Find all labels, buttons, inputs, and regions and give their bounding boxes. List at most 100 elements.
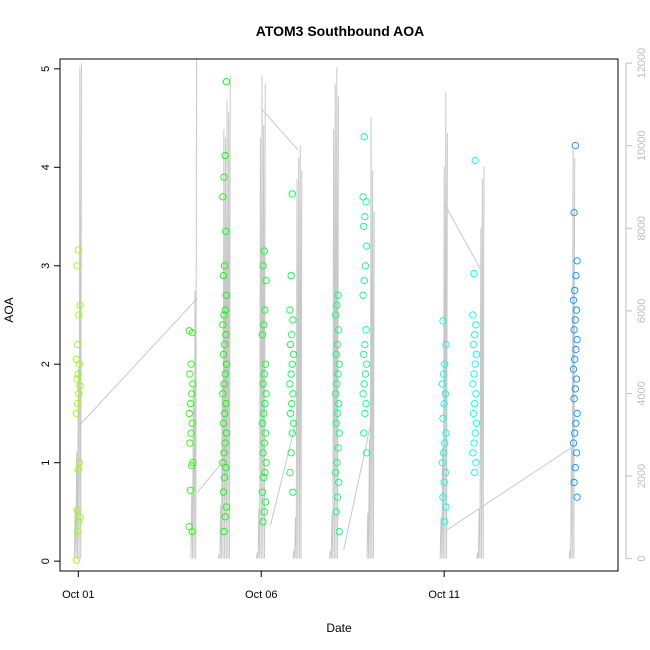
- data-point: [571, 355, 579, 363]
- data-point: [288, 190, 296, 198]
- data-point: [73, 375, 81, 383]
- data-point: [570, 208, 578, 217]
- data-point: [72, 355, 81, 363]
- data-point: [361, 370, 370, 378]
- data-point: [260, 321, 268, 329]
- data-point: [222, 291, 231, 299]
- y2-tick-label: 8000: [636, 216, 648, 240]
- data-point: [286, 306, 294, 314]
- data-point: [221, 409, 229, 418]
- data-point: [363, 449, 371, 457]
- data-point: [332, 390, 340, 398]
- data-point: [221, 513, 229, 521]
- data-point: [332, 311, 340, 319]
- data-point: [361, 340, 369, 349]
- y2-line-connector-6: [446, 446, 573, 531]
- data-point: [470, 269, 478, 278]
- data-point: [259, 449, 267, 457]
- data-point: [441, 439, 449, 447]
- data-point: [188, 419, 196, 427]
- data-point: [335, 399, 343, 408]
- data-point: [75, 390, 83, 398]
- data-point: [360, 380, 368, 388]
- data-point: [471, 156, 479, 165]
- data-point: [259, 518, 267, 526]
- data-point: [438, 380, 447, 388]
- data-point: [439, 414, 447, 423]
- data-point: [286, 409, 295, 418]
- data-point: [438, 459, 447, 467]
- data-point: [289, 350, 298, 359]
- data-point: [261, 399, 269, 408]
- data-point: [572, 449, 581, 457]
- data-point: [188, 390, 196, 398]
- data-point: [359, 193, 367, 201]
- data-point: [76, 301, 84, 309]
- data-point: [360, 429, 368, 437]
- data-point: [333, 493, 342, 501]
- x-tick-label: Oct 11: [428, 589, 460, 601]
- data-point: [571, 316, 579, 324]
- data-point: [360, 276, 368, 285]
- data-point: [470, 370, 478, 378]
- data-point: [441, 518, 449, 526]
- data-point: [222, 331, 230, 339]
- data-point: [222, 77, 231, 86]
- data-point: [288, 399, 296, 408]
- data-point: [570, 395, 578, 403]
- data-point: [570, 326, 578, 334]
- data-point: [260, 473, 268, 482]
- data-point: [289, 390, 297, 398]
- data-point: [222, 399, 230, 408]
- data-point: [185, 409, 193, 418]
- data-point: [187, 429, 195, 437]
- data-point: [573, 257, 581, 265]
- data-point: [260, 370, 268, 378]
- x-tick-label: Oct 01: [62, 589, 94, 601]
- y2-line-burst-9: [568, 149, 576, 559]
- y-tick-label: 4: [40, 164, 52, 170]
- y2-line-connector-0: [77, 298, 198, 427]
- y2-line-burst-4: [292, 145, 303, 559]
- y-tick-label: 0: [40, 558, 52, 564]
- y2-line-burst-3: [255, 75, 266, 559]
- data-point: [220, 380, 228, 388]
- data-point: [74, 340, 82, 349]
- y-tick-label: 3: [40, 263, 52, 269]
- data-point: [334, 291, 342, 299]
- data-point: [259, 262, 267, 270]
- data-point: [76, 382, 84, 390]
- y2-line-burst-2: [217, 75, 231, 559]
- data-point: [472, 419, 481, 427]
- chart-title: ATOM3 Southbound AOA: [256, 23, 425, 39]
- data-point: [74, 246, 82, 254]
- data-point: [471, 429, 479, 437]
- data-point: [286, 340, 295, 349]
- data-point: [441, 390, 450, 398]
- data-point: [189, 459, 197, 467]
- axes-layer: 0 1 2 3 4 5 Oct 01 Oct 06 Oct 11 0 2000 4000 6000 800…: [40, 48, 648, 601]
- data-point: [332, 468, 340, 477]
- data-point: [185, 523, 193, 531]
- data-point: [287, 370, 295, 378]
- data-point: [573, 335, 581, 344]
- y2-line-connector-2: [260, 108, 299, 151]
- data-point: [471, 331, 479, 339]
- data-point: [361, 409, 369, 418]
- data-point: [472, 390, 480, 398]
- y2-line-connector-3: [269, 413, 299, 526]
- data-point: [335, 429, 343, 437]
- data-point: [74, 527, 82, 536]
- data-point: [74, 465, 82, 474]
- data-point: [469, 409, 478, 418]
- data-point: [441, 360, 449, 368]
- data-point: [335, 326, 343, 334]
- data-point: [186, 439, 194, 447]
- data-point: [439, 317, 447, 325]
- data-point: [469, 449, 477, 457]
- data-point: [360, 350, 368, 359]
- data-point: [219, 419, 228, 427]
- data-point: [258, 419, 267, 427]
- data-point: [572, 419, 580, 427]
